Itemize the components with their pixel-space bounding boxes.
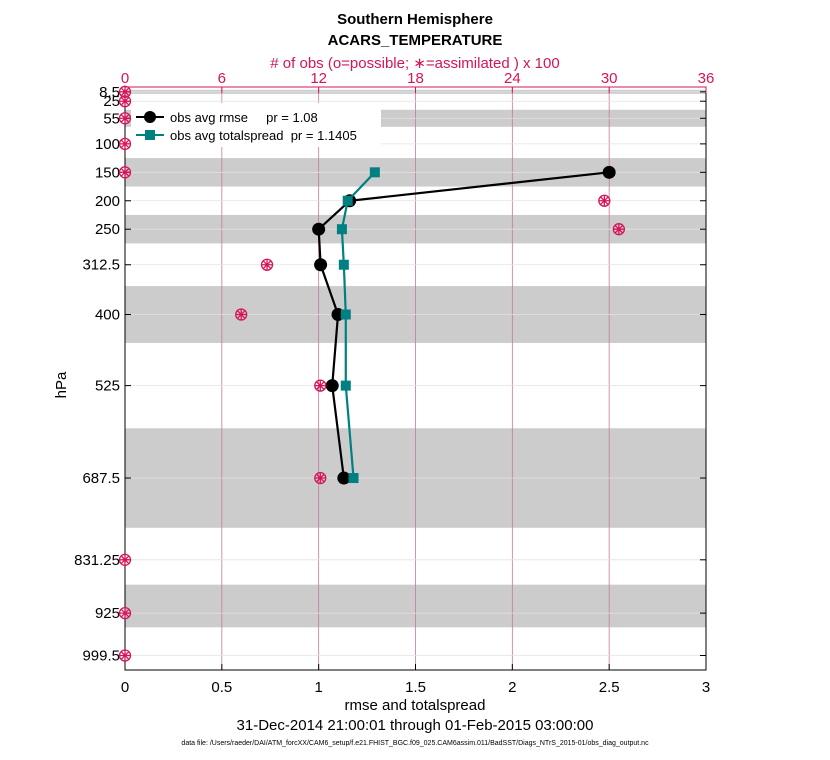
obs-possible-marker-4 <box>118 166 132 179</box>
data-point-obs-avg-rmse-0 <box>602 165 616 179</box>
obs-assimilated-marker-5 <box>599 195 610 206</box>
obs-assimilated-marker-0 <box>120 86 130 97</box>
legend-box <box>131 103 381 147</box>
y-tick-label-3: 100 <box>95 136 120 153</box>
y-tick-label-8: 400 <box>95 307 120 324</box>
obs-assimilated-marker-13 <box>120 650 130 661</box>
data-point-obs-avg-rmse-5 <box>325 379 339 393</box>
y-tick-label-4: 150 <box>95 164 120 181</box>
date-range: 31-Dec-2014 21:00:01 through 01-Feb-2015… <box>237 717 594 734</box>
obs-possible-marker-6 <box>612 223 625 236</box>
obs-assimilated-marker-1 <box>120 96 130 107</box>
y-tick-label-2: 55 <box>103 110 120 127</box>
y-tick-label-5: 200 <box>95 193 120 210</box>
obs-possible-marker-3 <box>118 137 132 151</box>
x-axis-label: rmse and totalspread <box>345 697 486 714</box>
obs-assimilated-marker-9 <box>315 380 326 391</box>
data-point-obs-avg-totalspread-6 <box>348 473 359 484</box>
obs-possible-marker-7 <box>260 258 274 271</box>
obs-possible-marker-1 <box>118 95 132 108</box>
legend-spread-marker <box>145 130 155 140</box>
obs-assimilated-marker-10 <box>315 473 326 484</box>
y-axis-label: hPa <box>53 371 70 398</box>
top-tick-label-4: 24 <box>504 70 521 87</box>
x-tick-label-0: 0 <box>121 679 129 696</box>
obs-possible-marker-13 <box>118 649 132 662</box>
top-tick-label-6: 36 <box>698 70 715 87</box>
obs-assimilated-marker-4 <box>120 167 130 178</box>
obs-assimilated-marker-7 <box>262 259 273 270</box>
obs-possible-marker-9 <box>314 379 327 392</box>
data-point-obs-avg-totalspread-1 <box>342 195 353 206</box>
top-axis-ticks: 0 6 12 18 24 30 36 <box>121 70 715 93</box>
y-tick-label-7: 312.5 <box>82 257 120 274</box>
obs-assimilated-marker-3 <box>120 138 130 149</box>
obs-assimilated-marker-12 <box>120 608 130 619</box>
legend-rmse-marker <box>144 111 156 123</box>
y-tick-label-9: 525 <box>95 378 120 395</box>
obs-possible-marker-8 <box>235 308 248 321</box>
x-tick-label-2: 1 <box>314 679 322 696</box>
chart-title: Southern Hemisphere <box>337 11 493 28</box>
top-tick-label-5: 30 <box>601 70 618 87</box>
obs-possible-marker-11 <box>118 553 132 566</box>
obs-assimilated-marker-11 <box>120 554 130 565</box>
top-tick-label-2: 12 <box>310 70 327 87</box>
legend: obs avg rmse pr = 1.08 obs avg totalspre… <box>131 103 381 147</box>
data-point-obs-avg-totalspread-5 <box>340 380 351 391</box>
data-point-obs-avg-rmse-2 <box>312 222 326 236</box>
data-point-obs-avg-rmse-3 <box>314 258 328 272</box>
x-tick-label-4: 2 <box>508 679 516 696</box>
top-axis-label: # of obs (o=possible; ∗=assimilated ) x … <box>270 55 559 72</box>
x-tick-label-3: 1.5 <box>405 679 426 696</box>
y-tick-label-11: 831.25 <box>74 552 120 569</box>
x-tick-label-1: 0.5 <box>211 679 232 696</box>
y-tick-label-6: 250 <box>95 221 120 238</box>
top-tick-label-3: 18 <box>407 70 424 87</box>
data-point-obs-avg-rmse-6 <box>337 471 351 485</box>
legend-rmse-label: obs avg rmse pr = 1.08 <box>170 110 318 125</box>
obs-assimilated-marker-2 <box>120 113 130 124</box>
data-file-path: data file: /Users/raeder/DAI/ATM_forcXX/… <box>181 740 649 747</box>
data-point-obs-avg-totalspread-0 <box>369 167 380 178</box>
x-tick-label-6: 3 <box>702 679 710 696</box>
series-layer <box>312 165 616 485</box>
y-tick-label-10: 687.5 <box>82 470 120 487</box>
obs-possible-marker-2 <box>118 112 132 125</box>
data-point-obs-avg-totalspread-2 <box>336 224 347 235</box>
y-tick-label-12: 925 <box>95 605 120 622</box>
y-tick-label-0: 8.5 <box>99 84 120 101</box>
x-tick-label-5: 2.5 <box>599 679 620 696</box>
data-point-obs-avg-totalspread-3 <box>338 259 349 270</box>
vertical-gridlines <box>221 87 610 670</box>
obs-assimilated-marker-6 <box>613 224 624 235</box>
obs-possible-marker-10 <box>314 471 327 485</box>
top-tick-label-1: 6 <box>218 70 226 87</box>
obs-possible-marker-12 <box>118 606 132 620</box>
top-tick-label-0: 0 <box>121 70 129 87</box>
y-tick-label-1: 25 <box>103 93 120 110</box>
obs-assimilated-marker-8 <box>236 309 247 320</box>
x-axis-ticks: 0 0.5 1 1.5 2 2.5 3 <box>121 664 710 696</box>
obs-possible-marker-5 <box>598 194 611 207</box>
legend-spread-label: obs avg totalspread pr = 1.1405 <box>170 128 357 143</box>
data-point-obs-avg-totalspread-4 <box>340 309 351 320</box>
y-tick-label-13: 999.5 <box>82 647 120 664</box>
obs-count-markers <box>118 85 625 662</box>
chart-subtitle: ACARS_TEMPERATURE <box>328 32 503 49</box>
